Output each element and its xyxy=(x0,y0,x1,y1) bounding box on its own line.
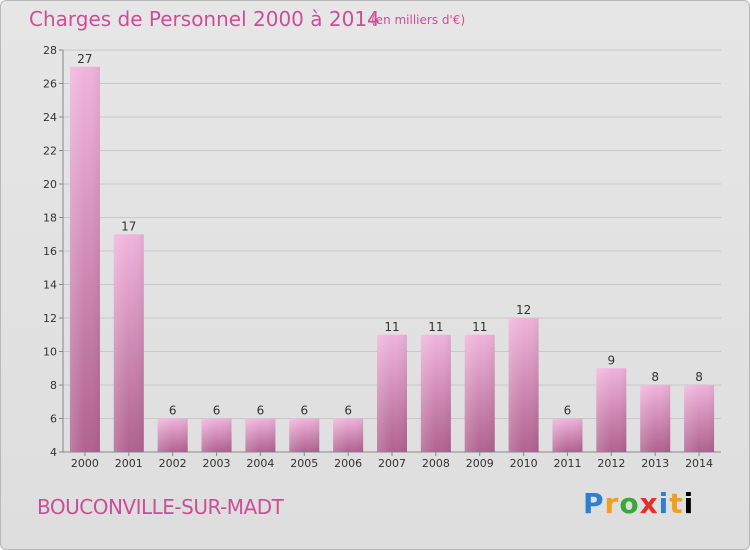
y-tick-label: 22 xyxy=(43,145,57,158)
x-tick-label: 2001 xyxy=(115,457,143,470)
bar-shade xyxy=(201,418,232,452)
bar-shade xyxy=(508,318,539,452)
x-tick-label: 2014 xyxy=(685,457,713,470)
bar-shade xyxy=(157,418,188,452)
bar-value-label: 12 xyxy=(516,303,531,317)
x-tick-label: 2013 xyxy=(641,457,669,470)
y-tick-label: 16 xyxy=(43,245,57,258)
y-tick-label: 14 xyxy=(43,279,57,292)
bar-shade xyxy=(113,234,144,452)
y-tick-label: 8 xyxy=(50,379,57,392)
y-tick-label: 28 xyxy=(43,44,57,57)
x-tick-label: 2010 xyxy=(510,457,538,470)
chart-subtitle: (en milliers d'€) xyxy=(371,13,466,27)
bar-value-label: 11 xyxy=(384,320,399,334)
chart-title: Charges de Personnel 2000 à 2014 xyxy=(29,7,380,31)
y-tick-label: 10 xyxy=(43,346,57,359)
bar-value-label: 6 xyxy=(344,404,352,418)
bar-value-label: 17 xyxy=(121,219,136,233)
bar-shade xyxy=(552,418,583,452)
x-tick-label: 2012 xyxy=(597,457,625,470)
bar-shade xyxy=(333,418,364,452)
bar-shade xyxy=(420,334,451,452)
bar-value-label: 6 xyxy=(213,404,221,418)
bar-shade xyxy=(245,418,276,452)
bar-value-label: 8 xyxy=(695,370,703,384)
bar-shade xyxy=(640,385,671,452)
x-tick-label: 2005 xyxy=(290,457,318,470)
x-tick-label: 2006 xyxy=(334,457,362,470)
bar-shade xyxy=(684,385,715,452)
bar-value-label: 6 xyxy=(300,404,308,418)
bar-value-label: 11 xyxy=(428,320,443,334)
proxiti-logo: Proxiti xyxy=(583,487,695,520)
bar-shade xyxy=(69,66,100,452)
bar-shade xyxy=(596,368,627,452)
bar-value-label: 27 xyxy=(77,52,92,66)
bar-value-label: 6 xyxy=(257,404,265,418)
x-tick-label: 2000 xyxy=(71,457,99,470)
x-tick-label: 2004 xyxy=(246,457,274,470)
y-tick-label: 4 xyxy=(50,446,57,459)
y-tick-label: 12 xyxy=(43,312,57,325)
x-tick-label: 2007 xyxy=(378,457,406,470)
y-tick-label: 24 xyxy=(43,111,57,124)
y-tick-label: 18 xyxy=(43,212,57,225)
x-tick-label: 2008 xyxy=(422,457,450,470)
y-tick-label: 6 xyxy=(50,413,57,426)
bar-value-label: 11 xyxy=(472,320,487,334)
y-tick-label: 26 xyxy=(43,78,57,91)
bar-shade xyxy=(377,334,407,452)
x-tick-label: 2002 xyxy=(159,457,187,470)
x-tick-label: 2009 xyxy=(466,457,494,470)
bar-shade xyxy=(464,334,495,452)
bar-value-label: 6 xyxy=(169,404,177,418)
x-tick-label: 2011 xyxy=(553,457,581,470)
bar-value-label: 9 xyxy=(608,353,616,367)
y-tick-label: 20 xyxy=(43,178,57,191)
bar-value-label: 8 xyxy=(651,370,659,384)
bar-shade xyxy=(289,418,320,452)
place-name: BOUCONVILLE-SUR-MADT xyxy=(37,495,284,519)
bar-value-label: 6 xyxy=(564,404,572,418)
x-tick-label: 2003 xyxy=(203,457,231,470)
